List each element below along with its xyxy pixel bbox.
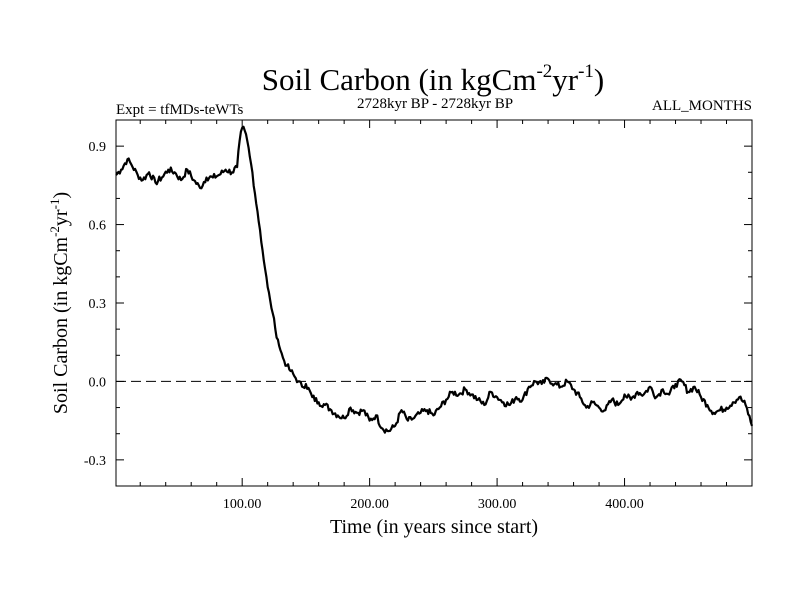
x-tick-label: 400.00 [605,497,644,512]
x-axis-label: Time (in years since start) [330,516,538,538]
title-sup-2: -1 [578,61,594,82]
plot-frame [115,119,753,487]
chart-title: Soil Carbon (in kgCm-2yr-1) [262,61,605,97]
y-axis-ticks: -0.3 0.0 0.3 0.6 0.9 [84,140,752,487]
title-mid: yr [552,62,579,97]
y-axis-label: Soil Carbon (in kgCm-2yr-1) [47,192,72,414]
title-sup-1: -2 [536,61,552,82]
y-tick-label: 0.0 [89,375,107,390]
series-line-soil-carbon [115,125,754,434]
y-tick-label: 0.9 [89,140,107,155]
title-end: ) [594,62,604,97]
x-tick-label: 100.00 [223,497,262,512]
y-tick-label: 0.6 [89,219,107,234]
subtitle-right: ALL_MONTHS [652,98,752,114]
y-tick-label: 0.3 [89,297,107,312]
x-tick-label: 200.00 [350,497,389,512]
x-tick-label: 300.00 [478,497,517,512]
subtitle-center: 2728kyr BP - 2728kyr BP [357,96,513,112]
x-axis-ticks: 100.00 200.00 300.00 400.00 [139,120,728,512]
y-tick-label: -0.3 [84,454,106,469]
subtitle-left: Expt = tfMDs-teWTs [116,102,244,118]
